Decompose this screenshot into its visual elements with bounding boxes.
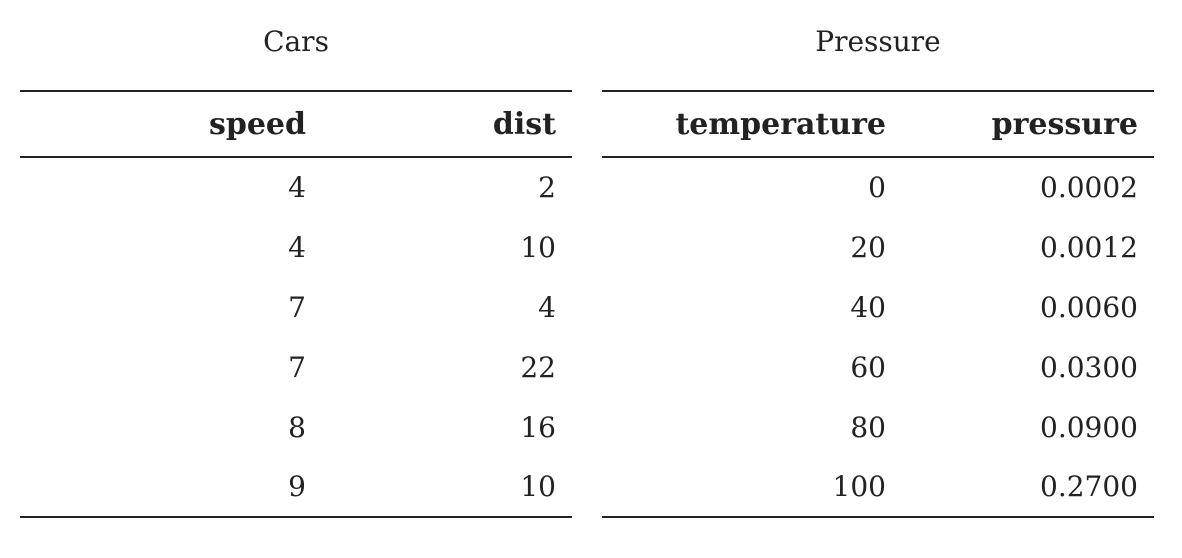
table-cell: 0.0002 — [1040, 171, 1138, 204]
pressure-table-header: temperature pressure — [602, 91, 1154, 157]
table-row: 4 2 — [20, 157, 572, 217]
table-cell: 20 — [850, 230, 886, 264]
table-cell: 0.2700 — [1040, 470, 1138, 503]
table-cell: 0.0060 — [1040, 290, 1138, 324]
column-header-temperature: temperature — [675, 106, 886, 142]
pressure-table-block: Pressure temperature pressure 0 0.0002 2… — [602, 0, 1154, 518]
table-row: 4 10 — [20, 217, 572, 277]
pressure-table-body: 0 0.0002 20 0.0012 40 0.0060 60 0.0300 8… — [602, 157, 1154, 517]
table-row: 40 0.0060 — [602, 277, 1154, 337]
table-row: 20 0.0012 — [602, 217, 1154, 277]
column-header-pressure: pressure — [991, 106, 1138, 142]
header-row: speed dist — [20, 91, 572, 157]
table-row: 8 16 — [20, 397, 572, 457]
table-cell: 100 — [832, 470, 886, 503]
column-header-speed: speed — [208, 106, 306, 142]
table-cell: 9 — [288, 470, 306, 503]
table-cell: 4 — [538, 290, 556, 324]
table-cell: 10 — [520, 230, 556, 264]
table-row: 7 4 — [20, 277, 572, 337]
table-row: 100 0.2700 — [602, 457, 1154, 517]
table-cell: 80 — [850, 410, 886, 444]
table-cell: 8 — [288, 410, 306, 444]
pressure-table-caption: Pressure — [815, 25, 941, 58]
cars-table-body: 4 2 4 10 7 4 7 22 8 16 9 10 — [20, 157, 572, 517]
pressure-table: temperature pressure 0 0.0002 20 0.0012 … — [602, 90, 1154, 518]
column-header-dist: dist — [492, 106, 556, 142]
table-cell: 22 — [520, 350, 556, 384]
table-cell: 0.0900 — [1040, 410, 1138, 444]
cars-table-caption: Cars — [263, 25, 329, 58]
table-cell: 7 — [288, 350, 306, 384]
cars-table-block: Cars speed dist 4 2 4 10 7 4 7 22 — [20, 0, 572, 518]
table-row: 9 10 — [20, 457, 572, 517]
table-cell: 4 — [288, 230, 306, 264]
table-cell: 40 — [850, 290, 886, 324]
table-cell: 2 — [538, 171, 556, 204]
cars-table-header: speed dist — [20, 91, 572, 157]
table-cell: 0 — [868, 171, 886, 204]
table-cell: 60 — [850, 350, 886, 384]
table-row: 0 0.0002 — [602, 157, 1154, 217]
cars-table: speed dist 4 2 4 10 7 4 7 22 8 1 — [20, 90, 572, 518]
header-row: temperature pressure — [602, 91, 1154, 157]
table-cell: 16 — [520, 410, 556, 444]
table-row: 80 0.0900 — [602, 397, 1154, 457]
table-cell: 4 — [288, 171, 306, 204]
table-cell: 7 — [288, 290, 306, 324]
table-cell: 0.0012 — [1040, 230, 1138, 264]
table-row: 60 0.0300 — [602, 337, 1154, 397]
table-cell: 0.0300 — [1040, 350, 1138, 384]
table-cell: 10 — [520, 470, 556, 503]
table-row: 7 22 — [20, 337, 572, 397]
